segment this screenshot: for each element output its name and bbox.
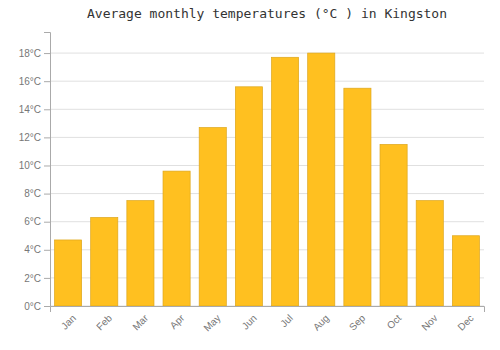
x-tick-label: Aug <box>311 312 331 332</box>
y-tick-label: 2°C <box>24 273 41 284</box>
y-tick: 16°C <box>19 76 50 87</box>
x-tick: Aug <box>311 312 331 332</box>
y-axis-line <box>44 33 51 307</box>
bar <box>308 53 335 306</box>
y-tick-mark <box>44 194 50 195</box>
y-tick-label: 0°C <box>24 301 41 312</box>
plot: 0°C 2°C 4°C 6°C 8°C 10°C 12°C 14°C 16°C 18°C Jan Fe… <box>19 33 485 334</box>
grid-line <box>50 53 484 54</box>
x-tick-label: Nov <box>419 312 439 332</box>
x-tick-label: May <box>202 312 223 333</box>
x-tick: Mar <box>130 312 150 332</box>
y-tick: 14°C <box>19 104 50 115</box>
x-tick: Nov <box>419 312 439 332</box>
x-tick: Feb <box>94 312 114 332</box>
y-tick-label: 18°C <box>19 48 41 59</box>
y-tick: 6°C <box>24 216 50 227</box>
grid-line <box>50 81 484 82</box>
y-tick-mark <box>44 53 50 54</box>
x-tick-label: Feb <box>94 312 114 332</box>
y-tick-label: 6°C <box>24 216 41 227</box>
y-tick: 8°C <box>24 188 50 199</box>
y-tick: 12°C <box>19 132 50 143</box>
bar <box>163 171 190 306</box>
y-tick-label: 16°C <box>19 76 41 87</box>
x-axis: Jan Feb Mar Apr May Jun Jul Aug Sep Oct Nov Dec <box>51 307 485 334</box>
x-axis-line <box>51 307 485 313</box>
grid-line <box>50 109 484 110</box>
title: Average monthly temperatures (°C ) in Ki… <box>87 6 447 21</box>
x-tick: Dec <box>455 312 475 332</box>
y-tick-label: 8°C <box>24 188 41 199</box>
x-tick-label: Mar <box>130 312 150 332</box>
grid-line <box>50 165 484 166</box>
y-tick-label: 10°C <box>19 160 41 171</box>
x-tick: Jun <box>240 312 259 331</box>
x-tick-label: Jan <box>59 312 78 331</box>
y-tick-mark <box>44 222 50 223</box>
y-tick-mark <box>44 109 50 110</box>
x-tick: Sep <box>347 312 368 333</box>
y-tick-label: 12°C <box>19 132 41 143</box>
bar <box>380 144 407 306</box>
x-tick: Apr <box>168 312 187 331</box>
bar <box>127 201 154 306</box>
y-tick: 0°C <box>24 301 50 312</box>
bar <box>235 87 262 306</box>
bar <box>344 88 371 306</box>
x-tick: Jul <box>278 312 295 329</box>
bar <box>199 128 226 306</box>
chart: 0°C 2°C 4°C 6°C 8°C 10°C 12°C 14°C 16°C 18°C Jan Fe… <box>0 0 500 350</box>
y-tick-mark <box>44 306 50 307</box>
bar <box>55 240 82 306</box>
y-tick-mark <box>44 81 50 82</box>
x-tick-label: Dec <box>455 312 475 332</box>
grid-line <box>50 137 484 138</box>
y-tick: 10°C <box>19 160 50 171</box>
x-tick: Oct <box>385 312 404 331</box>
x-tick-label: Jun <box>240 312 259 331</box>
y-tick-mark <box>44 250 50 251</box>
x-tick: Jan <box>59 312 78 331</box>
y-tick-mark <box>44 165 50 166</box>
x-tick-label: Apr <box>168 312 187 331</box>
y-tick-label: 14°C <box>19 104 41 115</box>
x-tick-label: Sep <box>347 312 368 333</box>
bar <box>91 217 118 306</box>
y-tick-mark <box>44 137 50 138</box>
y-tick: 18°C <box>19 48 50 59</box>
x-tick-label: Jul <box>278 312 295 329</box>
bar <box>452 236 479 306</box>
grid <box>50 53 484 306</box>
bars <box>55 53 480 306</box>
x-tick-label: Oct <box>385 312 404 331</box>
y-tick: 2°C <box>24 273 50 284</box>
bar <box>272 57 299 306</box>
y-axis: 0°C 2°C 4°C 6°C 8°C 10°C 12°C 14°C 16°C 18°C <box>19 33 51 312</box>
grid-line <box>50 193 484 194</box>
bar <box>416 201 443 306</box>
y-tick: 4°C <box>24 244 50 255</box>
y-tick-mark <box>44 278 50 279</box>
y-tick-label: 4°C <box>24 244 41 255</box>
x-tick: May <box>202 312 223 333</box>
